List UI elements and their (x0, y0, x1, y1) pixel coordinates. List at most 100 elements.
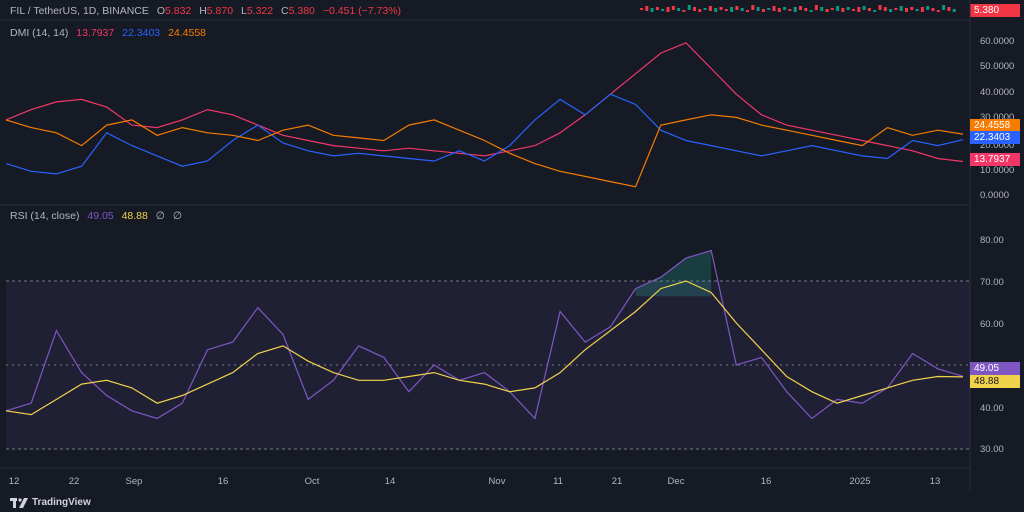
time-tick: 21 (611, 476, 623, 487)
open-value: O5.832 (156, 5, 192, 17)
mini-candle (952, 9, 956, 12)
mini-candle (719, 7, 723, 10)
mini-candle (899, 6, 903, 11)
rsi-value-tag: 49.05 (970, 362, 1020, 375)
dmi-tick: 50.0000 (980, 61, 1015, 72)
di-line (5, 42, 964, 163)
rsi-ma-value: 48.88 (121, 210, 148, 222)
mini-candle (756, 7, 760, 11)
mini-candle (777, 8, 781, 12)
dmi-tick: 20.0000 (980, 140, 1015, 151)
dmi-adx-tag: 24.4558 (970, 119, 1020, 132)
mini-candle (735, 6, 739, 10)
dmi-plus-value: 22.3403 (122, 27, 161, 39)
rsi-plot (5, 249, 964, 420)
dmi-title: DMI (14, 14) (10, 27, 69, 39)
mini-candle (746, 10, 749, 12)
time-tick: Nov (488, 476, 506, 487)
dmi-adx-value: 24.4558 (168, 27, 207, 39)
symbol-legend[interactable]: FIL / TetherUS, 1D, BINANCE O5.832 H5.87… (10, 5, 406, 17)
time-tick: 12 (8, 476, 20, 487)
time-tick: 14 (384, 476, 396, 487)
mini-candle (708, 6, 712, 11)
mini-candle (841, 8, 845, 12)
time-tick: Dec (667, 476, 685, 487)
time-tick: 11 (553, 476, 563, 487)
rsi-na2: ∅ (172, 210, 183, 222)
dmi-tick: 30.0000 (980, 112, 1015, 123)
symbol-name: FIL / TetherUS, 1D, BINANCE (10, 5, 149, 17)
mini-candle (698, 9, 702, 12)
mini-candle (730, 7, 734, 12)
mini-candle (883, 7, 887, 11)
high-value: H5.870 (199, 5, 234, 17)
mini-candle (936, 10, 940, 12)
mini-candle (915, 9, 919, 11)
mini-candle (671, 6, 675, 10)
tradingview-logo[interactable]: TradingView (10, 497, 91, 508)
mini-candle (820, 7, 824, 11)
mini-candle (793, 7, 797, 12)
mini-candle (931, 8, 935, 11)
mini-candle (889, 9, 893, 12)
mini-candle (804, 8, 808, 11)
mini-candle (640, 8, 643, 10)
mini-candle (703, 8, 707, 10)
mini-candle (878, 5, 882, 10)
rsi-line (5, 249, 964, 420)
mini-candle (867, 8, 871, 11)
mini-candle (809, 10, 813, 12)
mini-candle (862, 6, 866, 10)
mini-candle (783, 7, 787, 10)
mini-candle (645, 6, 649, 11)
dmi-tick: 0.0000 (980, 190, 1010, 201)
rsi-title: RSI (14, close) (10, 210, 80, 222)
mini-candle (740, 8, 744, 11)
close-value: C5.380 (281, 5, 315, 17)
di-line (5, 93, 964, 175)
mini-candle (661, 9, 665, 11)
mini-candle (846, 7, 850, 10)
mini-candle (693, 7, 696, 11)
time-tick: 16 (760, 476, 772, 487)
rsi-tick: 30.00 (980, 444, 1004, 455)
rsi-value: 49.05 (87, 210, 114, 222)
mini-candle (687, 5, 691, 10)
mini-candle (677, 8, 681, 11)
mini-candle (905, 8, 908, 12)
mini-candle (894, 8, 898, 10)
dmi-legend[interactable]: DMI (14, 14) 13.7937 22.3403 24.4558 (10, 27, 211, 39)
rsi-legend[interactable]: RSI (14, close) 49.05 48.88 ∅ ∅ (10, 210, 187, 222)
mini-candle (655, 7, 659, 10)
dmi-tick: 40.0000 (980, 87, 1015, 98)
rsi-tick: 80.00 (980, 235, 1004, 246)
mini-candle (799, 6, 802, 10)
rsi-overbought-fill (635, 250, 712, 297)
rsi-na1: ∅ (155, 210, 165, 222)
price-tag: 5.380 (970, 4, 1020, 17)
rsi-tick: 60.00 (980, 319, 1004, 330)
mini-candle (947, 7, 951, 11)
dmi-plus-tag: 22.3403 (970, 131, 1020, 144)
rsi-tick: 40.00 (980, 403, 1004, 414)
mini-candle (666, 7, 670, 12)
time-tick: 2025 (849, 476, 871, 487)
price-strip (640, 5, 956, 12)
dmi-plot (5, 42, 964, 188)
ma-line (5, 280, 964, 416)
mini-candle (682, 10, 686, 12)
change-value: −0.451 (−7.73%) (322, 5, 402, 17)
mini-candle (772, 6, 776, 11)
mini-candle (788, 9, 792, 11)
mini-candle (857, 7, 861, 12)
adx-line (5, 114, 964, 188)
mini-candle (761, 9, 765, 12)
mini-candle (825, 9, 829, 12)
time-tick: Oct (304, 476, 320, 487)
rsi-tick: 70.00 (980, 277, 1004, 288)
mini-candle (724, 9, 728, 11)
mini-candle (910, 7, 914, 10)
brand-name: TradingView (32, 497, 91, 508)
mini-candle (714, 8, 718, 12)
